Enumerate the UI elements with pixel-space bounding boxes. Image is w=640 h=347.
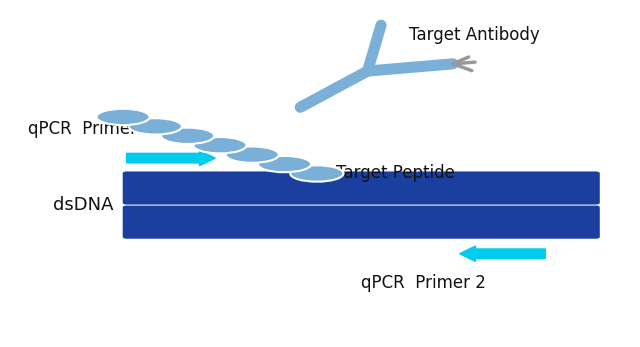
Text: qPCR  Primer 1: qPCR Primer 1 xyxy=(28,120,153,138)
FancyArrow shape xyxy=(127,151,215,166)
Ellipse shape xyxy=(225,146,279,163)
Text: Target Antibody: Target Antibody xyxy=(409,26,540,44)
Ellipse shape xyxy=(97,109,150,125)
Ellipse shape xyxy=(129,118,182,135)
Ellipse shape xyxy=(258,156,311,172)
Text: Target Peptide: Target Peptide xyxy=(336,164,455,183)
FancyBboxPatch shape xyxy=(123,205,600,239)
FancyArrow shape xyxy=(460,246,545,261)
Text: dsDNA: dsDNA xyxy=(53,196,114,214)
FancyBboxPatch shape xyxy=(123,171,600,205)
Ellipse shape xyxy=(161,128,214,144)
Ellipse shape xyxy=(193,137,246,153)
Ellipse shape xyxy=(290,165,344,182)
Text: qPCR  Primer 2: qPCR Primer 2 xyxy=(361,274,486,292)
